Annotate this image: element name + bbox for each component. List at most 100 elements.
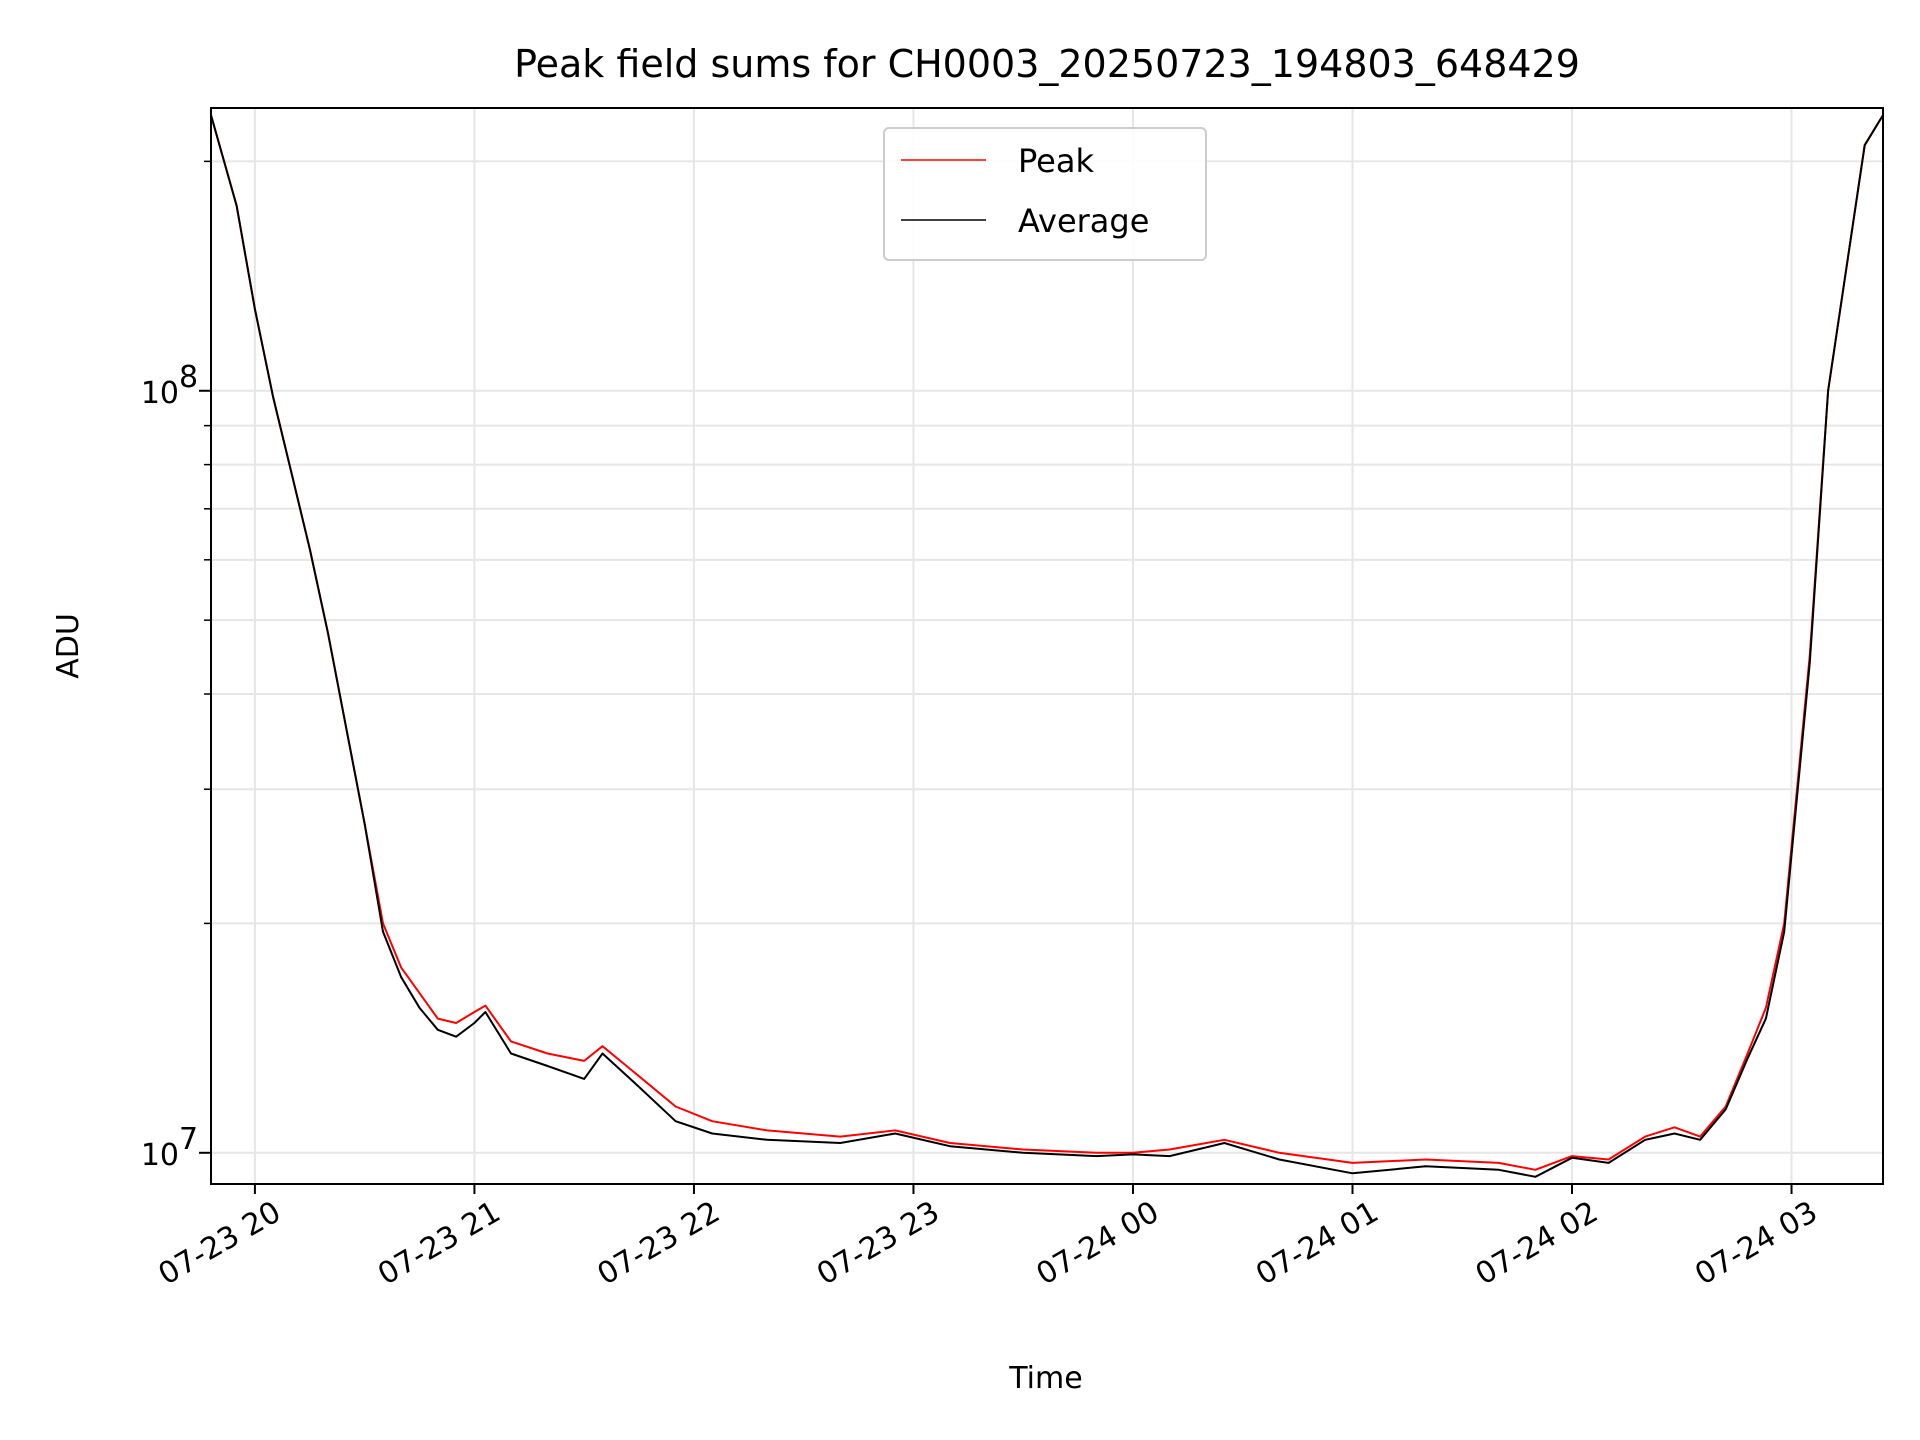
series-average-point-48: [1864, 144, 1866, 146]
series-peak-point-13: [455, 1022, 457, 1024]
series-peak-point-34: [1425, 1158, 1427, 1161]
series-average-point-15: [484, 1011, 486, 1013]
series-average-point-7: [345, 728, 347, 730]
x-axis-label: Time: [1008, 1361, 1082, 1396]
series-average-point-33: [1351, 1172, 1354, 1174]
series-average-point-19: [601, 1052, 604, 1055]
grid: [211, 108, 1883, 1184]
series-average-point-23: [766, 1139, 768, 1141]
series-average-point-11: [418, 1007, 421, 1009]
series-average-point-39: [1644, 1139, 1646, 1141]
series-average-point-27: [1022, 1152, 1024, 1154]
y-tick-label-0: 10: [141, 1138, 179, 1173]
series-average-point-34: [1425, 1165, 1427, 1167]
series-peak-point-33: [1351, 1162, 1354, 1164]
series-peak-point-18: [583, 1060, 585, 1062]
series-average-point-22: [711, 1132, 713, 1135]
series-average-point-29: [1132, 1153, 1134, 1156]
series-peak-point-30: [1168, 1148, 1171, 1151]
y-tick-exponent-0: 7: [179, 1122, 198, 1157]
series-average-point-42: [1725, 1108, 1727, 1111]
series-average-point-45: [1783, 931, 1785, 933]
series-average-point-21: [675, 1120, 677, 1122]
series-peak-point-10: [400, 966, 402, 969]
series-peak-point-25: [894, 1129, 896, 1131]
series-peak-point-21: [675, 1105, 677, 1108]
chart-title: Peak field sums for CH0003_20250723_1948…: [514, 42, 1580, 86]
series-layer: [210, 114, 1884, 1178]
series-average-point-40: [1673, 1132, 1676, 1135]
series-line-average: [210, 114, 1884, 1178]
y-axis-label: ADU: [51, 613, 86, 679]
series-peak-point-9: [382, 922, 384, 924]
series-peak-point-24: [839, 1136, 841, 1138]
y-tick-exponent-1: 8: [179, 360, 198, 395]
series-peak-point-35: [1498, 1162, 1500, 1164]
series-peak-point-37: [1571, 1155, 1573, 1157]
series-peak-point-29: [1132, 1152, 1134, 1154]
series-peak-point-12: [437, 1018, 439, 1020]
series-peak-point-39: [1644, 1136, 1646, 1138]
series-average-point-18: [583, 1078, 585, 1080]
series-average-point-16: [510, 1052, 512, 1055]
series-average-point-38: [1608, 1162, 1610, 1164]
series-peak-point-22: [711, 1120, 713, 1122]
series-average-point-31: [1223, 1142, 1226, 1144]
series-peak-point-26: [949, 1142, 951, 1144]
series-average-point-5: [309, 548, 311, 550]
y-tick-label-1: 10: [141, 376, 179, 411]
series-average-point-6: [327, 633, 329, 635]
series-peak-point-40: [1673, 1126, 1676, 1128]
series-average-point-41: [1699, 1139, 1701, 1141]
series-peak-point-16: [510, 1040, 512, 1043]
series-peak-point-38: [1608, 1158, 1610, 1161]
series-peak-point-28: [1095, 1152, 1097, 1154]
series-average-point-47: [1827, 390, 1829, 392]
series-peak-point-31: [1223, 1139, 1226, 1141]
series-peak-point-11: [418, 992, 421, 994]
series-peak-point-43: [1747, 1052, 1749, 1055]
legend: Peak Average: [883, 127, 1207, 261]
series-average-point-10: [400, 976, 402, 978]
series-peak-point-15: [484, 1005, 486, 1007]
series-average-point-32: [1278, 1158, 1280, 1161]
series-peak-point-23: [766, 1129, 768, 1131]
series-average-point-36: [1534, 1176, 1537, 1178]
series-peak-point-27: [1022, 1148, 1024, 1151]
series-average-point-30: [1168, 1155, 1171, 1157]
series-average-point-25: [894, 1132, 896, 1135]
series-average-point-44: [1765, 1018, 1767, 1020]
series-average-point-13: [455, 1036, 457, 1038]
series-average-point-17: [546, 1065, 549, 1067]
series-average-point-9: [382, 931, 384, 933]
series-average-point-26: [949, 1145, 951, 1147]
series-peak-point-14: [473, 1011, 476, 1013]
series-average-point-20: [638, 1086, 640, 1088]
legend-peak-label: Peak: [1018, 142, 1094, 180]
series-average-point-1: [236, 204, 238, 207]
series-average-point-2: [254, 308, 256, 310]
series-peak-point-44: [1765, 1007, 1767, 1009]
series-peak-point-41: [1699, 1136, 1701, 1138]
legend-average-label: Average: [1018, 202, 1149, 240]
series-average-point-12: [437, 1029, 439, 1031]
series-average-point-24: [839, 1142, 841, 1144]
series-peak-point-19: [601, 1045, 604, 1047]
plot-frame: [210, 107, 1884, 1185]
series-peak-point-17: [546, 1052, 549, 1055]
legend-box: [883, 127, 1207, 261]
series-average-point-8: [364, 823, 366, 825]
series-average-point-46: [1809, 661, 1811, 664]
series-average-point-4: [290, 472, 293, 474]
series-peak-point-20: [638, 1075, 640, 1077]
series-average-point-35: [1498, 1169, 1500, 1171]
series-average-point-3: [272, 396, 274, 399]
series-peak-point-36: [1534, 1169, 1537, 1171]
series-average-point-37: [1571, 1157, 1573, 1159]
series-average-point-14: [473, 1022, 476, 1024]
series-average-point-28: [1095, 1155, 1097, 1157]
series-peak-point-32: [1278, 1152, 1280, 1154]
series-average-point-43: [1747, 1057, 1749, 1060]
